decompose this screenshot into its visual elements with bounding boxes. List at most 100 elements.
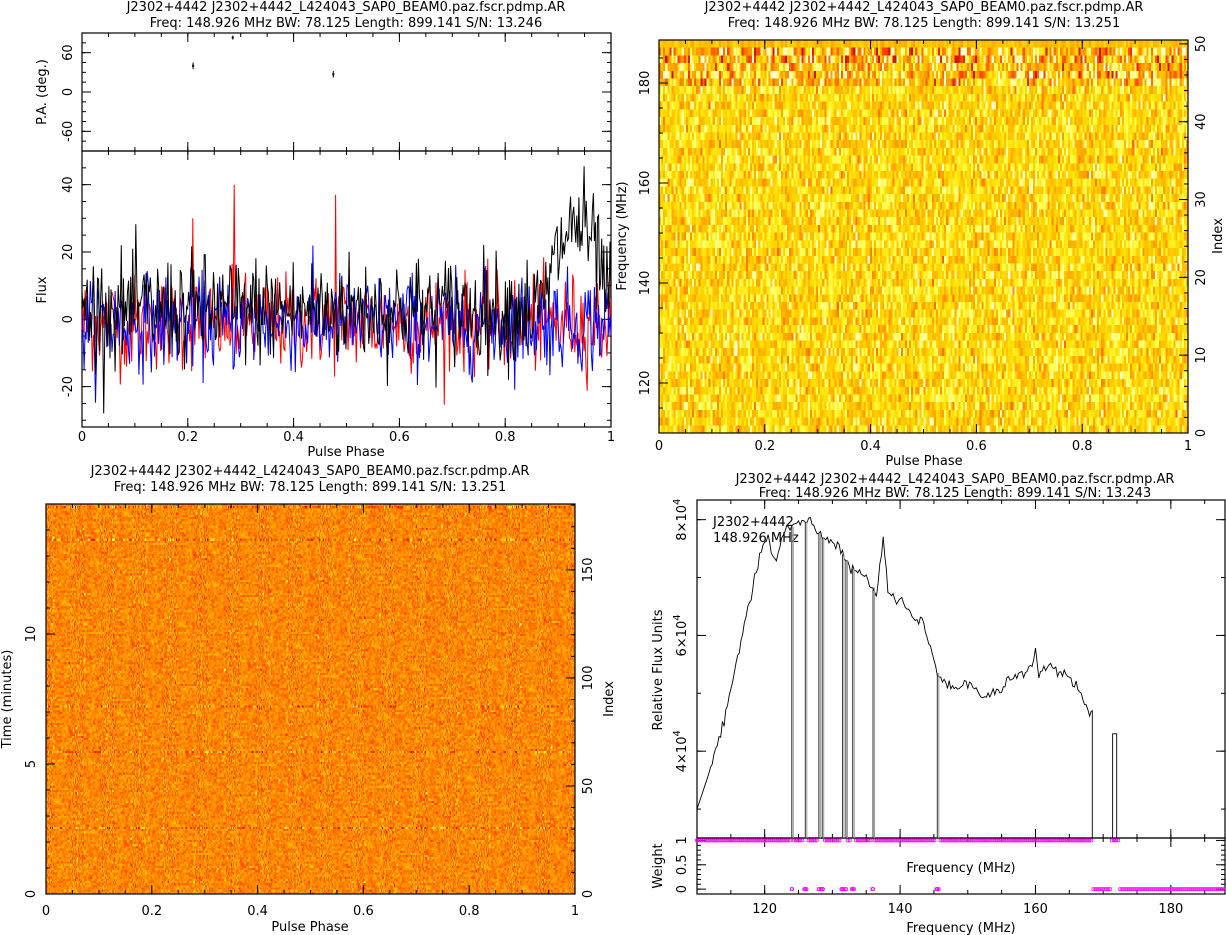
weight-point <box>790 887 795 892</box>
weight-point <box>1120 887 1125 892</box>
weight-point <box>854 838 859 843</box>
weight-point <box>773 838 778 843</box>
bandpass-y-tick-label: 6×104 <box>672 614 690 656</box>
phase-frequency-x-tick-label: 0.6 <box>966 439 987 454</box>
weight-point <box>1097 887 1102 892</box>
weight-point <box>1207 887 1212 892</box>
weight-point <box>734 838 739 843</box>
phase-time-y-tick-label: 10 <box>24 626 39 643</box>
weight-point <box>767 838 772 843</box>
weight-point <box>907 838 912 843</box>
weight-point <box>851 887 856 892</box>
phase-time-y2-tick-label: 50 <box>581 778 596 795</box>
weight-point <box>695 838 700 843</box>
weight-point <box>833 838 838 843</box>
weight-point <box>880 838 885 843</box>
weight-point <box>1085 838 1090 843</box>
weight-point <box>752 838 757 843</box>
bandpass-spectrum-line <box>696 517 1093 838</box>
weight-point <box>713 838 718 843</box>
weight-point <box>979 838 984 843</box>
weight-point <box>1021 838 1026 843</box>
profile-y-tick-label: 40 <box>61 176 76 193</box>
weight-point <box>1052 838 1057 843</box>
phase-frequency-y2-tick-label: 10 <box>1194 347 1209 364</box>
weight-point <box>721 838 726 843</box>
bandpass-subtitle: Freq: 148.926 MHz BW: 78.125 Length: 899… <box>759 486 1151 501</box>
weight-point <box>697 838 702 843</box>
weight-point <box>1171 887 1176 892</box>
weight-point <box>723 838 728 843</box>
weight-point <box>942 838 947 843</box>
phase-time-y2-tick-label: 150 <box>581 557 596 582</box>
weight-point <box>1054 838 1059 843</box>
weight-point <box>779 838 784 843</box>
weight-point <box>1107 887 1112 892</box>
weight-point <box>938 838 943 843</box>
weight-point <box>1143 887 1148 892</box>
profile-x-tick-label: 0.2 <box>177 430 198 445</box>
weight-point <box>1190 887 1195 892</box>
bandpass-y-tick-label: 4×104 <box>672 730 690 772</box>
weight-point <box>915 838 920 843</box>
weight-point <box>1178 887 1183 892</box>
weight-point <box>798 838 803 843</box>
pa-y-tick-label: 60 <box>61 44 76 61</box>
weight-point <box>756 838 761 843</box>
weight-point <box>992 838 997 843</box>
weight-point <box>866 838 871 843</box>
bandpass-ylabel: Relative Flux Units <box>651 609 666 730</box>
weight-point <box>1070 838 1075 843</box>
pa-point <box>192 64 195 67</box>
weight-point <box>986 838 991 843</box>
phase-time-xlabel: Pulse Phase <box>271 920 348 935</box>
weight-point <box>920 838 925 843</box>
weight-point <box>1122 887 1127 892</box>
profile-title: J2302+4442 J2302+4442_L424043_SAP0_BEAM0… <box>126 0 566 15</box>
phase-frequency-ylabel: Frequency (MHz) <box>615 181 630 290</box>
weight-point <box>918 838 923 843</box>
weight-point <box>1174 887 1179 892</box>
weight-point <box>765 838 770 843</box>
weight-point <box>1165 887 1170 892</box>
weight-point <box>711 838 716 843</box>
weight-point <box>802 887 807 892</box>
weight-point <box>876 838 881 843</box>
phase-frequency-title: J2302+4442 J2302+4442_L424043_SAP0_BEAM0… <box>704 0 1144 15</box>
weight-point <box>818 887 823 892</box>
weight-point <box>777 838 782 843</box>
weight-point <box>988 838 993 843</box>
weight-point <box>911 838 916 843</box>
phase-time-x-tick-label: 0.4 <box>247 904 268 919</box>
weight-point <box>1006 838 1011 843</box>
weight-point <box>742 838 747 843</box>
weight-point <box>955 838 960 843</box>
weight-point <box>699 838 704 843</box>
weight-point <box>1184 887 1189 892</box>
weight-point <box>1031 838 1036 843</box>
phase-frequency-x-tick-label: 0.8 <box>1072 439 1093 454</box>
weight-point <box>1126 887 1131 892</box>
phase-frequency-y2-tick-label: 0 <box>1194 429 1209 437</box>
weight-point <box>990 838 995 843</box>
weight-point <box>1145 887 1150 892</box>
weight-point <box>1105 887 1110 892</box>
phase-time-x-tick-label: 0.8 <box>459 904 480 919</box>
weight-point <box>783 838 788 843</box>
weight-point <box>827 838 832 843</box>
phase-time-x-tick-label: 0 <box>42 904 50 919</box>
weight-point <box>1099 887 1104 892</box>
weight-point <box>1037 838 1042 843</box>
phase-time-y-tick-label: 5 <box>24 760 39 768</box>
weight-point <box>1202 887 1207 892</box>
profile-x-tick-label: 1 <box>607 430 615 445</box>
weight-point <box>1180 887 1185 892</box>
weight-point <box>922 838 927 843</box>
weight-point <box>829 838 834 843</box>
weight-point <box>1062 838 1067 843</box>
weight-point <box>1215 887 1220 892</box>
weight-point <box>1157 887 1162 892</box>
phase-frequency-heatmap <box>659 40 1188 433</box>
weight-point <box>1134 887 1139 892</box>
weight-point <box>959 838 964 843</box>
